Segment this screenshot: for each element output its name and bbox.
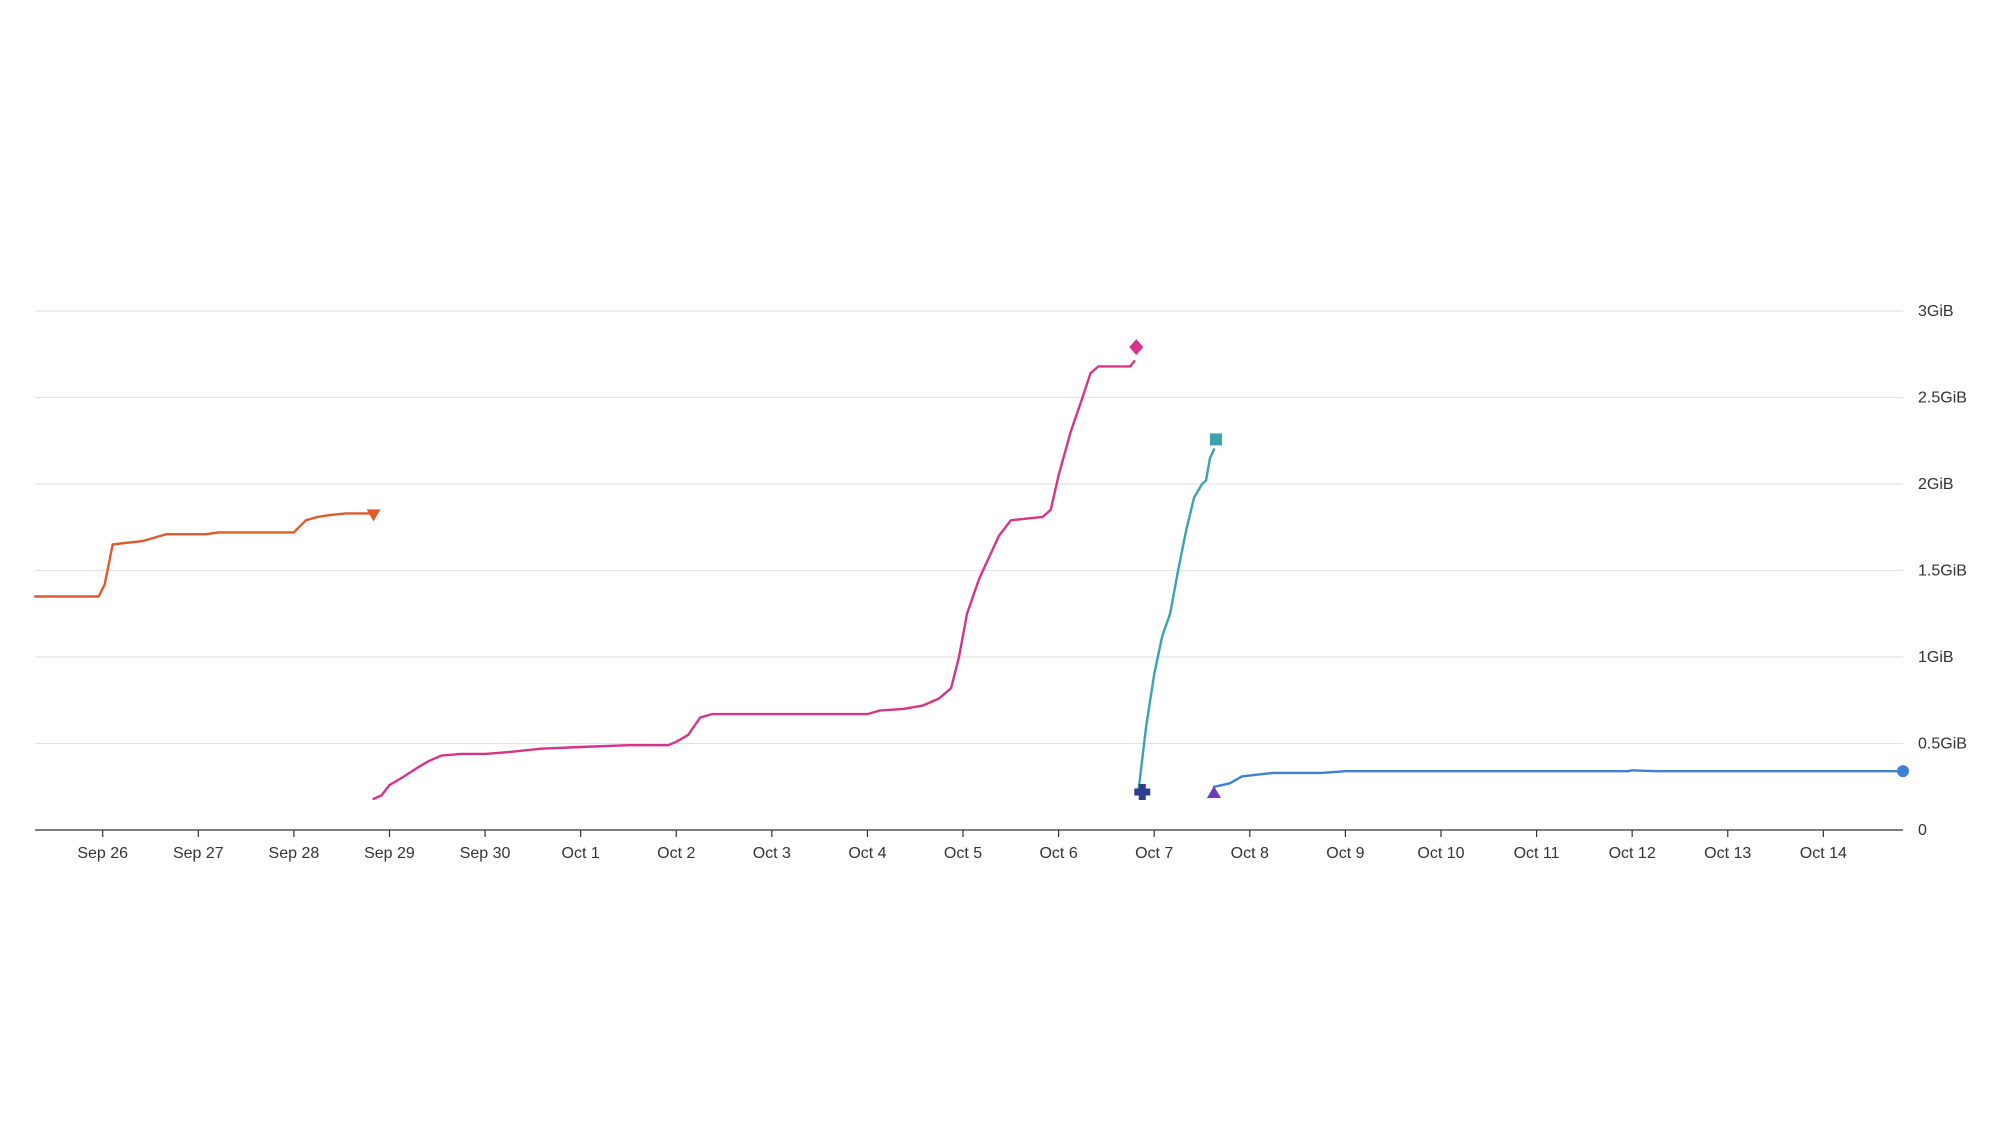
x-axis: Sep 26 Sep 27 Sep 28 Sep 29 Sep 30 Oct 1 Oct 2… xyxy=(35,829,1903,862)
x-tick-label: Oct 10 xyxy=(1417,845,1464,862)
series-line-2 xyxy=(372,360,1136,801)
cross-marker xyxy=(1134,783,1151,800)
x-tick-label: Sep 26 xyxy=(77,845,128,862)
x-tick-label: Oct 1 xyxy=(562,845,600,862)
x-tick-label: Oct 11 xyxy=(1514,845,1560,862)
x-tick-label: Oct 5 xyxy=(944,845,982,862)
y-axis-tick-labels: 0 0.5GiB 1GiB 1.5GiB 2GiB 2.5GiB 3GiB xyxy=(1918,303,1967,839)
triangle-down-marker xyxy=(366,509,381,522)
x-tick-label: Oct 3 xyxy=(753,845,791,862)
y-tick-label: 2GiB xyxy=(1918,476,1954,493)
y-tick-label: 1GiB xyxy=(1918,649,1954,666)
series-line-1 xyxy=(33,512,375,598)
series-markers xyxy=(366,339,1909,800)
y-tick-label: 0 xyxy=(1918,822,1927,839)
circle-marker xyxy=(1897,765,1909,778)
y-tick-label: 1.5GiB xyxy=(1918,563,1967,580)
x-tick-label: Oct 12 xyxy=(1609,845,1656,862)
series-line-4 xyxy=(1212,769,1905,788)
x-tick-label: Oct 13 xyxy=(1704,845,1751,862)
x-tick-label: Sep 30 xyxy=(460,845,511,862)
x-tick-label: Oct 14 xyxy=(1800,845,1847,862)
y-gridlines xyxy=(35,310,1903,745)
triangle-up-marker xyxy=(1206,785,1221,798)
series-line-3 xyxy=(1137,448,1216,794)
y-tick-label: 3GiB xyxy=(1918,303,1954,320)
x-tick-label: Oct 4 xyxy=(848,845,886,862)
x-tick-label: Sep 29 xyxy=(364,845,415,862)
y-tick-label: 0.5GiB xyxy=(1918,736,1967,753)
x-tick-label: Oct 2 xyxy=(657,845,695,862)
x-tick-label: Oct 7 xyxy=(1135,845,1173,862)
x-tick-label: Sep 27 xyxy=(173,845,224,862)
x-tick-label: Oct 6 xyxy=(1039,845,1077,862)
square-marker xyxy=(1209,433,1222,446)
x-tick-label: Oct 8 xyxy=(1231,845,1269,862)
x-tick-label: Oct 9 xyxy=(1326,845,1364,862)
series-lines xyxy=(33,360,1905,801)
diamond-marker xyxy=(1129,339,1144,356)
x-tick-label: Sep 28 xyxy=(269,845,320,862)
y-tick-label: 2.5GiB xyxy=(1918,390,1967,407)
